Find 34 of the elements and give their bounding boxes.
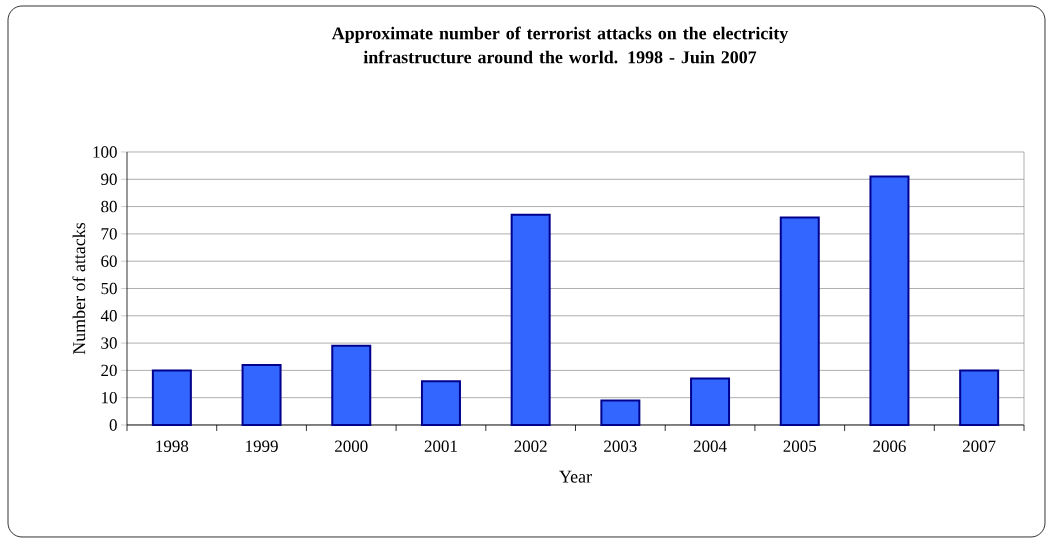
x-tick-label: 2004 (693, 440, 727, 452)
x-tick-label: 2007 (962, 440, 996, 452)
y-tick-label: 70 (101, 228, 117, 240)
chart-title: Approximate number of terrorist attacks on the electricity infrastructure around the world. 1998 - Juin 2007 (331, 26, 789, 64)
x-tick-label: 2001 (424, 440, 457, 452)
x-tick-label: 1998 (156, 440, 189, 452)
x-tick-label: 2003 (604, 440, 637, 452)
x-tick-label: 2005 (783, 440, 817, 452)
bar (959, 369, 1000, 426)
bar (600, 399, 641, 426)
y-tick-label: 100 (93, 146, 117, 158)
x-tick-label: 2000 (335, 440, 368, 452)
x-tick-label: 1999 (246, 440, 278, 452)
y-axis-title: Number of attacks (72, 222, 86, 355)
bar (241, 363, 282, 426)
y-tick-label: 10 (102, 391, 117, 404)
bar (510, 213, 551, 426)
x-tick-label: 2002 (514, 440, 547, 452)
y-tick-label: 40 (100, 310, 117, 322)
y-tick-label: 50 (101, 282, 117, 295)
bar (869, 175, 910, 426)
bar (690, 377, 731, 426)
y-tick-label: 30 (101, 337, 117, 349)
y-tick-label: 60 (101, 255, 117, 267)
x-tick-label: 2006 (873, 440, 906, 452)
y-tick-label: 90 (101, 173, 117, 185)
bar (779, 216, 820, 426)
bar (151, 369, 192, 426)
bar (331, 344, 372, 426)
y-tick-label: 20 (101, 364, 117, 377)
y-tick-label: 80 (101, 200, 117, 213)
bar (420, 380, 461, 426)
x-axis-title: Year (559, 470, 592, 483)
y-tick-label: 0 (109, 419, 117, 431)
